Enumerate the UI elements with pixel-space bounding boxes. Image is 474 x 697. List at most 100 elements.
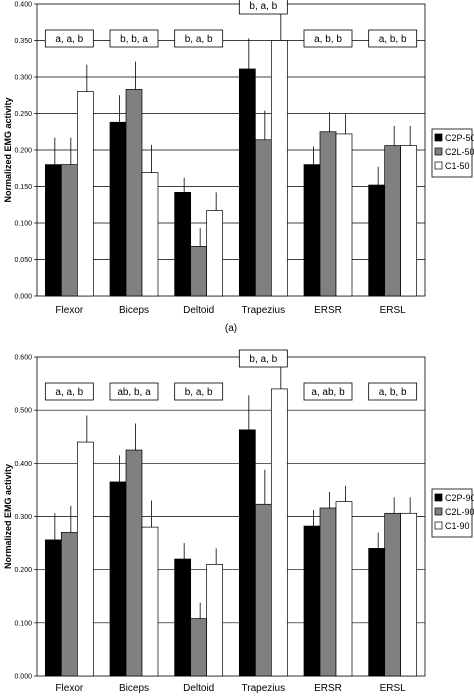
y-axis-label: Normalized EMG activity (3, 464, 13, 569)
significance-box (368, 382, 418, 401)
category-label-flexor: Flexor (55, 683, 83, 694)
bar-c1-90-deltoid (206, 563, 224, 677)
significance-box (174, 29, 224, 48)
bar-c1-50-ersl (400, 145, 418, 297)
bar-c1-50-deltoid (206, 210, 224, 297)
bar-c1-90-biceps (141, 526, 159, 677)
bar-c1-50-trapezius (270, 40, 288, 297)
y-tick-label: 0.200 (14, 148, 32, 155)
bar-c2l-90-ersr (319, 507, 337, 677)
legend-swatch (434, 161, 443, 170)
bar-c1-90-ersl (400, 512, 418, 677)
legend-swatch (434, 493, 443, 502)
significance-label: b, b, a (120, 34, 148, 45)
y-tick-label: 0.000 (14, 674, 32, 681)
y-tick-label: 0.400 (14, 2, 32, 9)
y-tick-label: 0.100 (14, 221, 32, 228)
bar-c2p-90-trapezius (238, 429, 256, 677)
y-tick-label: 0.200 (14, 567, 32, 574)
significance-label: a, b, b (379, 387, 407, 398)
y-tick-label: 0.400 (14, 461, 32, 468)
chart-panel-b: 0.000 0.100 0.200 0.300 0.400 0.500 0.600 Norma… (3, 349, 474, 694)
bar-c1-50-flexor (76, 91, 94, 297)
bar-c2l-50-biceps (125, 89, 143, 297)
significance-label: b, a, b (185, 387, 213, 398)
bar-c2p-50-ersl (368, 184, 386, 297)
legend-label: C2L-90 (445, 507, 474, 517)
bar-c2p-90-ersr (303, 525, 321, 677)
bar-c1-90-ersr (335, 501, 353, 677)
bar-c2l-50-deltoid (190, 246, 208, 297)
y-tick-label: 0.100 (14, 620, 32, 627)
bar-c2p-90-ersl (368, 548, 386, 677)
significance-label: b, a, b (249, 1, 277, 12)
bar-c1-50-ersr (335, 133, 353, 297)
bar-c2l-50-flexor (60, 164, 78, 297)
y-tick-label: 0.050 (14, 257, 32, 264)
significance-label: a, b, b (314, 34, 342, 45)
legend-swatch (434, 147, 443, 156)
bar-c2p-50-ersr (303, 164, 321, 297)
significance-box (303, 29, 353, 48)
bar-c2p-50-biceps (109, 121, 127, 297)
significance-box (174, 382, 224, 401)
bar-c2l-90-trapezius (254, 503, 272, 677)
significance-box (109, 29, 159, 48)
category-label-ersr: ERSR (314, 683, 342, 694)
bar-c2p-50-deltoid (174, 191, 192, 297)
legend-label: C2L-50 (445, 147, 474, 157)
legend-label: C2P-50 (445, 133, 474, 143)
category-label-deltoid: Deltoid (183, 305, 214, 316)
bar-c2p-50-flexor (44, 164, 62, 297)
bar-c2l-50-trapezius (254, 139, 272, 297)
y-tick-label: 0.500 (14, 408, 32, 415)
y-tick-label: 0.300 (14, 75, 32, 82)
legend-swatch (434, 133, 443, 142)
panel-label: (a) (225, 323, 237, 334)
y-tick-label: 0.000 (14, 294, 32, 301)
significance-label: b, a, b (249, 354, 277, 365)
category-label-biceps: Biceps (119, 683, 149, 694)
category-label-trapezius: Trapezius (242, 683, 286, 694)
significance-label: b, a, b (185, 34, 213, 45)
y-tick-label: 0.600 (14, 355, 32, 362)
significance-box (44, 29, 94, 48)
category-label-biceps: Biceps (119, 305, 149, 316)
bar-c2p-90-deltoid (174, 558, 192, 677)
bar-c1-90-trapezius (270, 388, 288, 677)
bar-c2l-50-ersr (319, 131, 337, 297)
chart-panel-a: 0.000 0.050 0.100 0.150 0.200 0.250 0.300 0.350… (3, 0, 474, 334)
bar-c1-50-biceps (141, 172, 159, 297)
significance-box (303, 382, 353, 401)
y-tick-label: 0.150 (14, 184, 32, 191)
bar-c2l-90-flexor (60, 532, 78, 677)
category-label-deltoid: Deltoid (183, 683, 214, 694)
significance-box (238, 349, 288, 368)
bar-c2l-90-deltoid (190, 618, 208, 677)
bar-c2p-90-flexor (44, 539, 62, 677)
y-axis-label: Normalized EMG activity (3, 97, 13, 202)
legend-swatch (434, 521, 443, 530)
significance-box (238, 0, 288, 15)
significance-box (44, 382, 94, 401)
y-tick-label: 0.250 (14, 111, 32, 118)
y-tick-label: 0.350 (14, 38, 32, 45)
legend-label: C2P-90 (445, 493, 474, 503)
category-label-ersr: ERSR (314, 305, 342, 316)
legend-label: C1-90 (445, 521, 470, 531)
bar-c2p-50-trapezius (238, 68, 256, 297)
significance-box (368, 29, 418, 48)
category-label-ersl: ERSL (380, 683, 407, 694)
significance-label: ab, b, a (117, 387, 151, 398)
category-label-ersl: ERSL (380, 305, 407, 316)
bar-c2p-90-biceps (109, 481, 127, 677)
y-tick-label: 0.300 (14, 514, 32, 521)
significance-label: a, a, b (55, 34, 83, 45)
category-label-flexor: Flexor (55, 305, 83, 316)
significance-label: a, a, b (55, 387, 83, 398)
significance-label: a, ab, b (311, 387, 345, 398)
bar-c1-90-flexor (76, 441, 94, 677)
bar-c2l-50-ersl (384, 145, 402, 297)
legend-label: C1-50 (445, 161, 470, 171)
